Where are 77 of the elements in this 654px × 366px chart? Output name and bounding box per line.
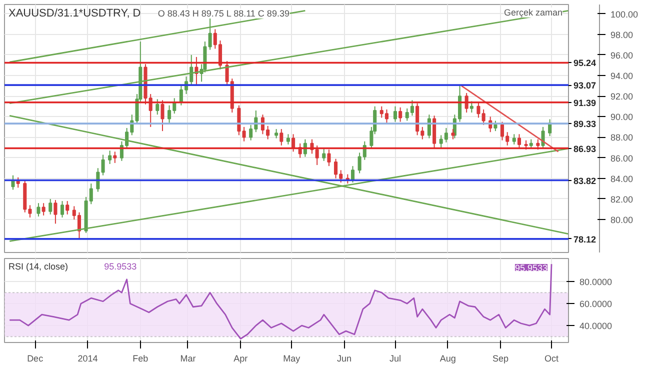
candlestick: [482, 108, 486, 126]
y-tick-label: 98.00: [610, 30, 634, 40]
candlestick: [66, 200, 70, 215]
candlestick: [350, 166, 355, 184]
candlestick: [322, 148, 326, 162]
y-tick-label: 86.00: [610, 153, 634, 164]
annotation: 95.9533: [104, 262, 137, 272]
ref-line-label: 95.24: [574, 58, 596, 68]
candlestick: [11, 174, 15, 190]
candlestick: [536, 138, 540, 150]
candlestick: [160, 100, 164, 132]
candlestick: [156, 98, 160, 116]
y-tick-label: 100.00: [610, 9, 638, 20]
x-tick-label: 2014: [78, 354, 98, 364]
candlestick: [286, 134, 290, 145]
x-tick-label: Feb: [132, 354, 148, 364]
candlestick: [101, 154, 105, 176]
line-series: [8, 263, 552, 340]
y-tick-label: 84.00: [610, 174, 634, 184]
candlestick: [292, 134, 296, 152]
candlestick: [512, 134, 516, 145]
candlestick: [524, 140, 528, 150]
candlestick: [274, 128, 278, 139]
chart-title: XAUUSD/31.1*USDTRY, D: [8, 8, 141, 20]
x-tick-label: Aug: [440, 354, 456, 364]
candlestick: [541, 126, 545, 150]
y-tick-label: 40.0000: [580, 321, 612, 332]
annotation: O 88.43 H 89.75 L 88.11 C 89.39: [158, 8, 290, 18]
candlestick: [327, 149, 331, 167]
candlestick: [54, 200, 58, 224]
x-tick-label: Jul: [389, 354, 401, 364]
y-tick-label: 90.00: [610, 112, 634, 122]
x-tick-label: Oct: [544, 354, 560, 364]
y-tick-label: 96.00: [610, 50, 634, 60]
candlestick: [517, 134, 522, 150]
candlestick: [42, 202, 46, 216]
candlestick: [280, 128, 284, 146]
candlestick: [451, 128, 455, 140]
ref-line-label: 83.82: [574, 176, 596, 186]
candlestick: [108, 150, 112, 164]
candlestick: [380, 106, 384, 118]
y-tick-label: 60.0000: [580, 299, 612, 310]
candlestick: [208, 17, 212, 50]
y-tick-label: 82.00: [610, 194, 634, 204]
candlestick: [398, 106, 402, 122]
candlestick: [494, 120, 498, 132]
candlestick: [529, 138, 533, 150]
y-tick-label: 94.00: [610, 71, 634, 82]
ref-line-label: 78.12: [574, 234, 596, 244]
candlestick: [48, 198, 52, 215]
candlestick: [242, 126, 246, 142]
candlestick: [476, 102, 480, 118]
chart-title: RSI (14, close): [8, 262, 68, 272]
x-tick-label: Sep: [492, 354, 509, 364]
x-tick-label: Apr: [234, 354, 248, 364]
annotation: Gerçek zaman: [504, 8, 563, 18]
x-tick-label: Dec: [27, 354, 44, 364]
candlestick: [237, 104, 241, 136]
data-label: 95.9533: [514, 263, 548, 274]
x-tick-label: May: [283, 354, 301, 364]
candlestick: [384, 108, 389, 124]
y-tick-label: 92.00: [610, 92, 634, 102]
x-tick-label: Mar: [180, 354, 196, 364]
ref-line-label: 86.93: [574, 144, 596, 154]
y-tick-label: 88.00: [610, 132, 634, 143]
candlestick: [113, 151, 117, 164]
ref-line-label: 91.39: [574, 98, 596, 108]
candlestick: [36, 202, 40, 217]
candlestick: [393, 106, 397, 122]
candlestick: [60, 200, 64, 218]
candlestick: [470, 100, 474, 114]
ref-line-label: 93.07: [574, 80, 596, 91]
candlestick: [96, 168, 100, 192]
y-tick-label: 80.00: [610, 215, 634, 226]
y-tick-label: 80.0000: [580, 277, 612, 288]
x-tick-label: Jun: [337, 354, 352, 364]
ref-line-label: 89.33: [574, 119, 596, 130]
